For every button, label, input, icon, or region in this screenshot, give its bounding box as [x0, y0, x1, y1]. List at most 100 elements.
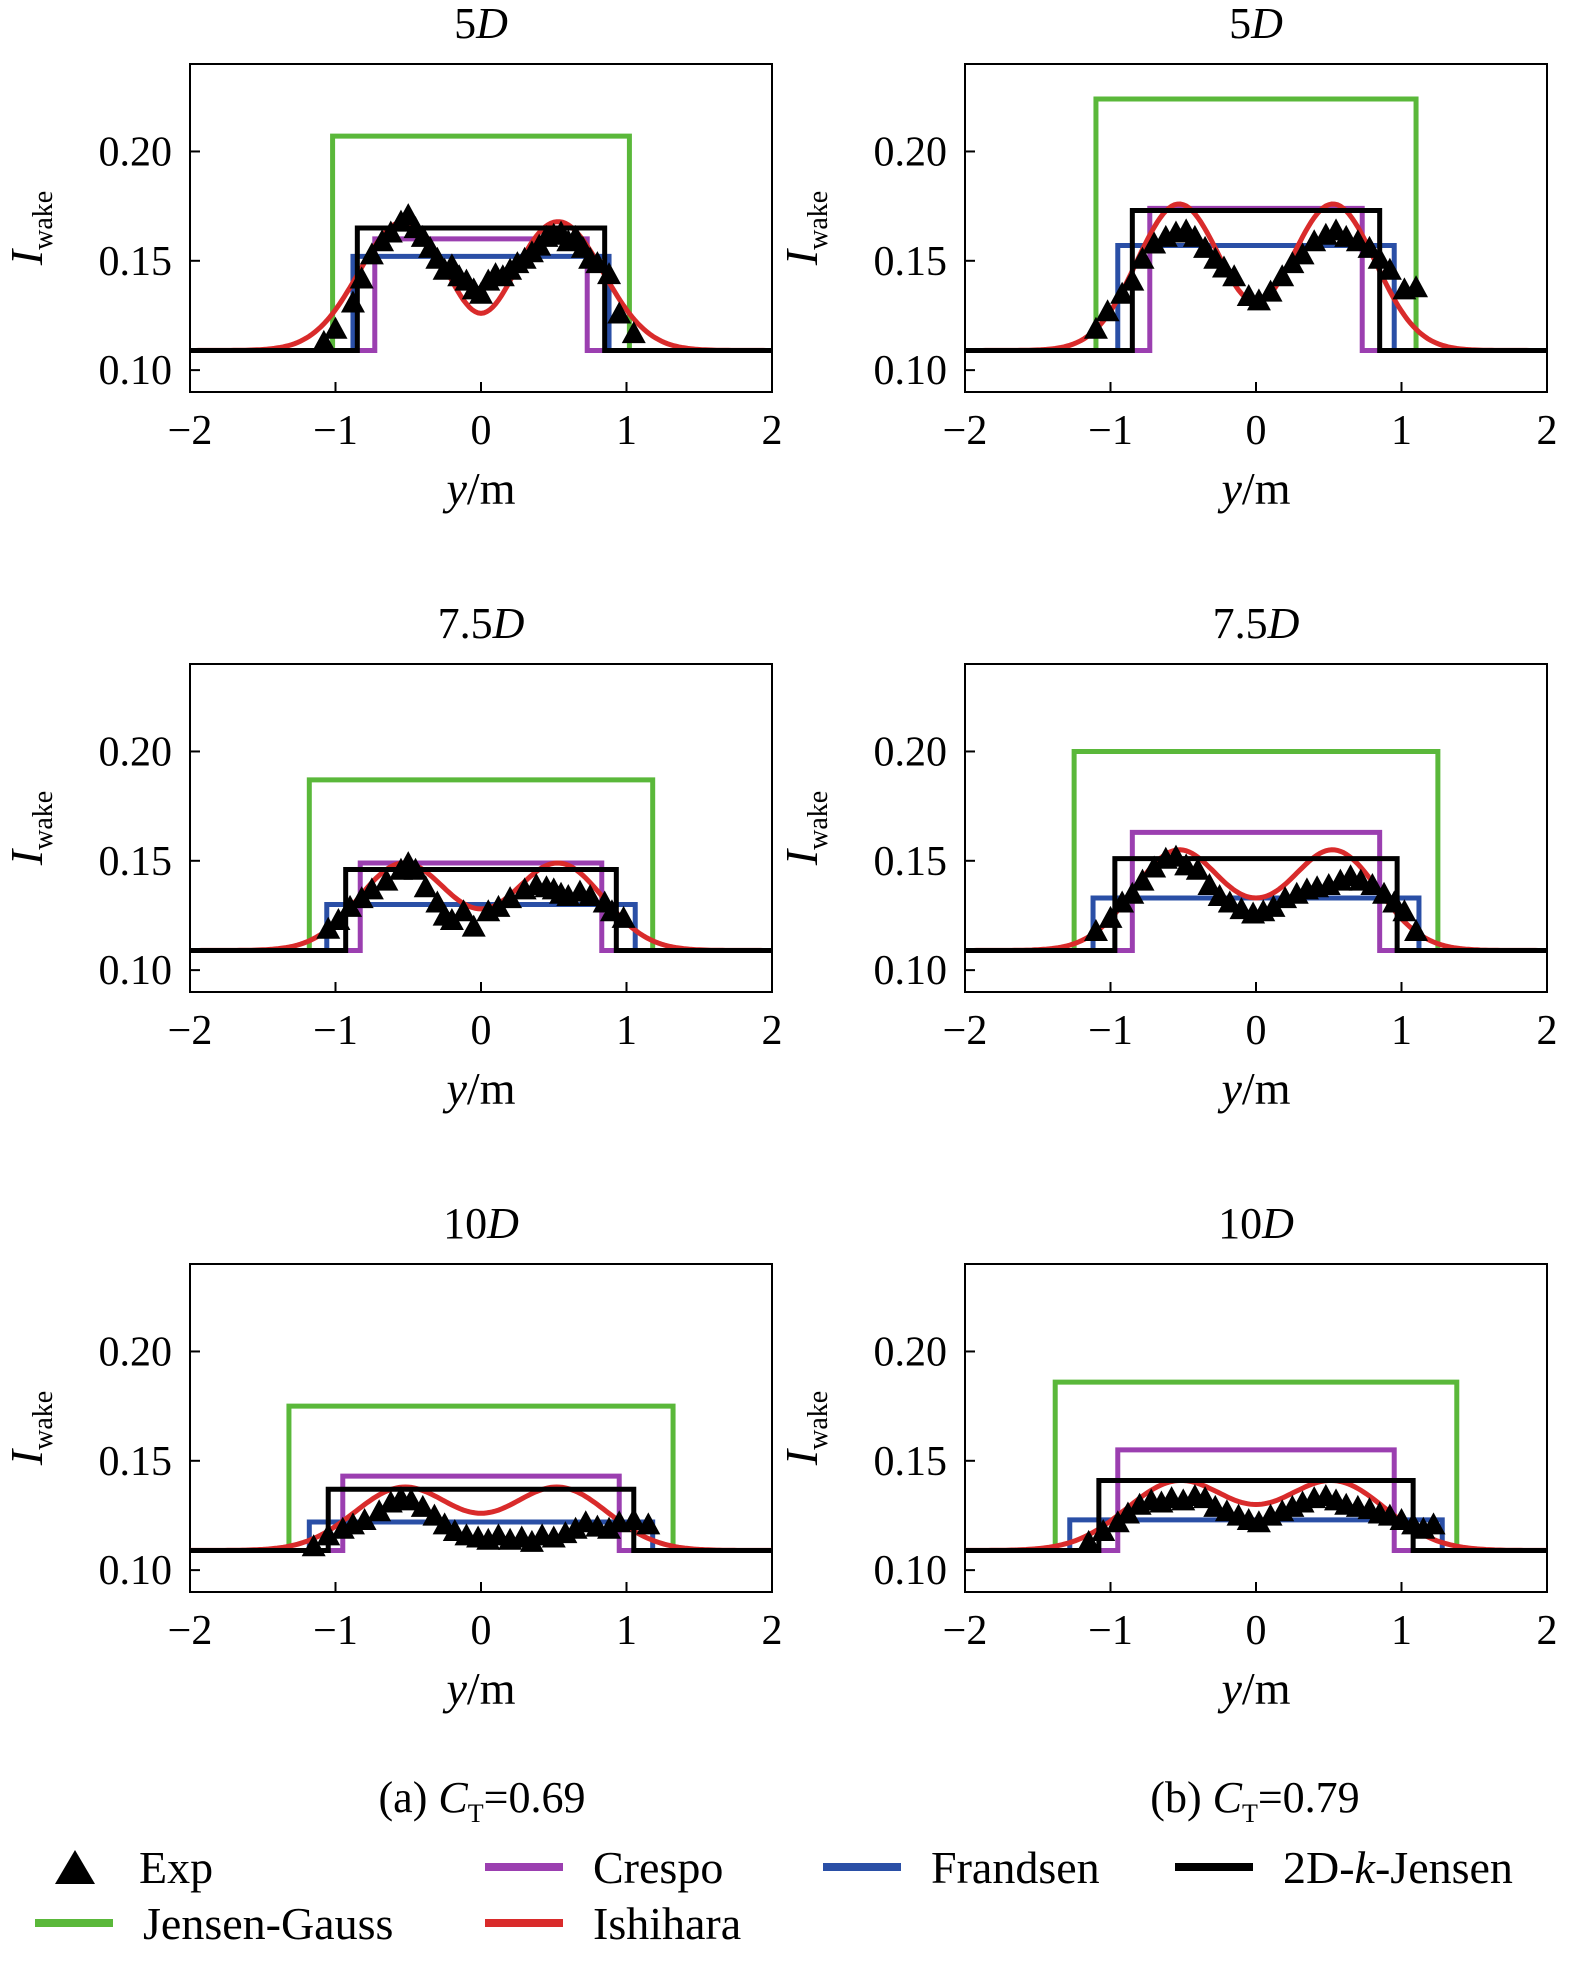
plot-area	[190, 777, 772, 953]
chart-panel-1: 5D 0.10 0.15 0.20 −2 −1 0 1 2 y/m Iwake	[1, 0, 783, 514]
exp-point	[578, 883, 603, 906]
plot-area	[190, 133, 772, 353]
x-tick-label: −2	[943, 1008, 988, 1054]
exp-point	[1185, 857, 1210, 880]
series-ishihara	[965, 847, 1547, 953]
exp-point	[399, 1488, 424, 1511]
chart-panel-2: 7.5D 0.10 0.15 0.20 −2 −1 0 1 2 y/m Iwake	[1, 599, 783, 1114]
x-tick-label: −2	[943, 1608, 988, 1654]
y-tick-label: 0.10	[874, 348, 948, 394]
caption-b: (b) CT=0.79	[1005, 1772, 1505, 1829]
exp-point	[1091, 1518, 1116, 1541]
x-tick-label: 2	[1537, 408, 1558, 454]
chart-title: 10D	[1218, 1199, 1294, 1248]
exp-point	[352, 1508, 377, 1531]
exp-point	[1130, 868, 1155, 891]
exp-point	[359, 877, 384, 900]
exp-point	[1182, 224, 1207, 247]
series-ishihara	[190, 219, 772, 353]
exp-point	[621, 1508, 646, 1531]
x-tick-label: −1	[1088, 1008, 1133, 1054]
x-tick-label: −1	[313, 1008, 358, 1054]
exp-point	[486, 894, 511, 917]
exp-point	[374, 868, 399, 891]
y-tick-label: 0.20	[99, 729, 173, 775]
caption-b-value: =0.79	[1257, 1773, 1360, 1822]
caption-b-prefix: (b)	[1150, 1773, 1213, 1822]
exp-point	[403, 857, 428, 880]
exp-point	[451, 899, 476, 922]
plot-area	[965, 748, 1547, 953]
series-ishihara	[190, 1484, 772, 1553]
y-axis-label: Iwake	[776, 191, 834, 266]
series-ishihara	[965, 1478, 1547, 1553]
exp-point	[1360, 873, 1385, 896]
x-tick-label: −2	[168, 1008, 213, 1054]
legend-item-2dkjensen: 2D-k-Jensen	[1175, 1841, 1513, 1893]
chart-panel-6: 10D 0.10 0.15 0.20 −2 −1 0 1 2 y/m Iwake	[776, 1199, 1558, 1714]
exp-point	[1377, 257, 1402, 280]
exp-point	[597, 1516, 622, 1539]
exp-point	[1258, 279, 1283, 302]
series-crespo	[965, 829, 1547, 953]
y-tick-label: 0.10	[99, 348, 173, 394]
chart-title: 7.5D	[1213, 599, 1300, 648]
x-tick-label: 1	[1391, 1608, 1412, 1654]
exp-point	[311, 329, 336, 352]
legend-label-jensen-gauss: Jensen-Gauss	[143, 1897, 394, 1949]
series-frandsen	[965, 895, 1547, 953]
x-tick-label: 1	[616, 1608, 637, 1654]
x-tick-label: 2	[762, 408, 783, 454]
exp-point	[1098, 905, 1123, 928]
legend-label-2dkjensen: 2D-k-Jensen	[1283, 1841, 1513, 1893]
plot-frame	[189, 663, 773, 993]
figure-canvas: 5D 0.10 0.15 0.20 −2 −1 0 1 2 y/m Iwake 7.5D 0.10 0.1…	[1, 0, 1558, 1714]
x-tick-label: −2	[168, 1608, 213, 1654]
x-tick-label: −1	[313, 408, 358, 454]
series-2d-k-jensen	[190, 867, 772, 953]
exp-point	[1222, 264, 1247, 287]
exp-point	[1421, 1512, 1446, 1535]
exp-point	[1404, 918, 1429, 941]
exp-point	[323, 316, 348, 339]
exp-point	[338, 894, 363, 917]
exp-point	[1357, 235, 1382, 258]
legend-item-ishihara: Ishihara	[485, 1898, 741, 1949]
exp-point	[1120, 268, 1145, 291]
exp-point	[621, 321, 646, 344]
exp-point	[326, 908, 351, 931]
x-tick-label: 1	[616, 1008, 637, 1054]
y-tick-label: 0.20	[99, 1329, 173, 1375]
x-tick-label: 0	[1246, 1608, 1267, 1654]
exp-point	[1392, 899, 1417, 922]
series-crespo	[965, 205, 1547, 353]
legend-label-exp: Exp	[139, 1841, 214, 1893]
legend-label-frandsen: Frandsen	[931, 1841, 1100, 1893]
chart-panel-4: 5D 0.10 0.15 0.20 −2 −1 0 1 2 y/m Iwake	[776, 0, 1558, 514]
exp-point	[1270, 264, 1295, 287]
exp-point	[636, 1512, 661, 1535]
x-axis-label: y/m	[443, 1063, 516, 1114]
exp-point	[1197, 873, 1222, 896]
x-axis-label: y/m	[1218, 463, 1291, 514]
exp-point	[1083, 918, 1108, 941]
exp-point	[1217, 890, 1242, 913]
plot-area	[965, 96, 1547, 353]
exp-point	[439, 908, 464, 931]
plot-frame	[964, 63, 1548, 393]
legend-swatch-jensen-gauss	[35, 1919, 113, 1927]
y-tick-label: 0.10	[874, 1548, 948, 1594]
plot-frame	[964, 1263, 1548, 1593]
exp-point	[413, 875, 438, 898]
x-tick-label: 1	[616, 408, 637, 454]
exp-point	[1076, 1529, 1101, 1552]
y-tick-label: 0.15	[99, 839, 173, 885]
exp-point	[1246, 288, 1271, 311]
x-axis-label: y/m	[1218, 1663, 1291, 1714]
exp-point	[349, 266, 374, 289]
legend-swatch-exp	[55, 1850, 95, 1884]
chart-panel-3: 10D 0.10 0.15 0.20 −2 −1 0 1 2 y/m Iwake	[1, 1199, 783, 1714]
y-axis-label: Iwake	[1, 1391, 59, 1466]
chart-title: 10D	[443, 1199, 519, 1248]
y-tick-label: 0.15	[99, 1439, 173, 1485]
